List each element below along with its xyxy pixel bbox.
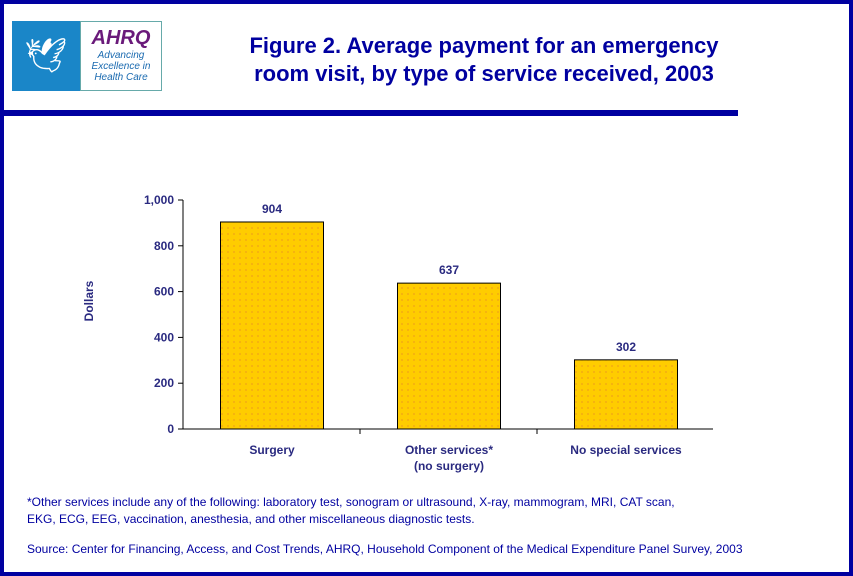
bar <box>574 359 678 430</box>
y-tick-label: 800 <box>154 239 174 253</box>
bar <box>397 282 501 430</box>
category-label: Other services* <box>405 443 493 457</box>
y-tick-label: 400 <box>154 330 174 344</box>
bar-chart: 0 200 400 600 800 1,000 Dollars 904 Surgery 637 Ot… <box>82 193 713 473</box>
tagline: Health Care <box>94 72 148 83</box>
category-label: No special services <box>570 443 682 457</box>
chart-title: Figure 2. Average payment for an emergen… <box>194 32 774 88</box>
category-label: (no surgery) <box>414 459 484 473</box>
title-line: Figure 2. Average payment for an emergen… <box>249 33 719 58</box>
title-divider <box>4 110 738 116</box>
footnote-line: *Other services include any of the follo… <box>27 495 675 509</box>
y-axis-label: Dollars <box>82 280 96 321</box>
category-label: Surgery <box>249 443 295 457</box>
data-label: 904 <box>262 202 282 216</box>
ahrq-wordmark: AHRQ <box>91 27 151 49</box>
tagline: Excellence in <box>91 61 151 72</box>
data-label: 637 <box>439 263 459 277</box>
title-line: room visit, by type of service received,… <box>254 61 714 86</box>
y-tick-label: 0 <box>167 422 174 436</box>
ahrq-logo: 🕊 AHRQ Advancing Excellence in Health Ca… <box>12 21 162 91</box>
y-tick-label: 1,000 <box>144 193 174 207</box>
data-label: 302 <box>616 340 636 354</box>
y-tick-label: 600 <box>154 285 174 299</box>
footnote: *Other services include any of the follo… <box>27 494 675 528</box>
hhs-eagle-icon: 🕊 <box>12 21 80 91</box>
bar <box>220 221 324 430</box>
tagline: Advancing <box>97 50 145 61</box>
source-note: Source: Center for Financing, Access, an… <box>27 542 743 556</box>
ahrq-logo-text: AHRQ Advancing Excellence in Health Care <box>80 21 162 91</box>
y-tick-label: 200 <box>154 376 174 390</box>
footnote-line: EKG, ECG, EEG, vaccination, anesthesia, … <box>27 512 475 526</box>
